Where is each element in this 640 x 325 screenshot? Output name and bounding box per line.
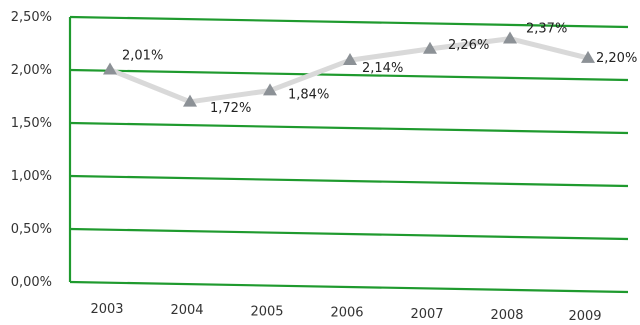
x-tick-label: 2005 — [250, 304, 283, 319]
grid-line — [69, 121, 629, 135]
x-tick-label: 2007 — [410, 307, 443, 322]
grid-line — [69, 227, 629, 241]
grid-line — [69, 68, 629, 82]
y-tick-label: 0,50% — [11, 222, 52, 237]
x-tick-label: 2009 — [568, 309, 601, 324]
x-axis-ticks: 2003 2004 2005 2006 2007 2008 2009 — [90, 302, 601, 324]
y-tick-label: 1,50% — [11, 116, 52, 131]
series-line — [107, 36, 591, 105]
x-tick-label: 2003 — [90, 302, 123, 317]
x-tick-label: 2008 — [490, 308, 523, 323]
data-label: 1,72% — [210, 101, 251, 116]
data-label: 1,84% — [288, 88, 329, 103]
data-point-marker — [581, 50, 595, 63]
y-tick-label: 2,50% — [11, 10, 52, 25]
grid-line — [69, 15, 629, 29]
data-point-marker — [503, 31, 517, 44]
x-tick-label: 2004 — [170, 303, 203, 318]
grid-line — [69, 280, 629, 294]
y-tick-label: 2,00% — [11, 63, 52, 78]
grid-lines — [68, 15, 629, 294]
y-axis-ticks: 0,00% 0,50% 1,00% 1,50% 2,00% 2,50% — [11, 10, 52, 290]
data-label: 2,14% — [362, 61, 403, 76]
data-point-marker — [343, 52, 357, 65]
data-label: 2,37% — [526, 22, 567, 37]
data-point-marker — [423, 41, 437, 54]
y-tick-label: 0,00% — [11, 275, 52, 290]
series-markers — [103, 31, 595, 107]
data-label: 2,26% — [448, 38, 489, 53]
data-point-marker — [103, 62, 117, 75]
data-label: 2,20% — [596, 51, 637, 66]
grid-line — [69, 174, 629, 188]
x-tick-label: 2006 — [330, 306, 363, 321]
data-labels: 2,01% 1,72% 1,84% 2,14% 2,26% 2,37% 2,20% — [122, 22, 637, 116]
data-point-marker — [263, 83, 277, 96]
series-polyline — [107, 36, 591, 105]
data-label: 2,01% — [122, 49, 163, 64]
y-tick-label: 1,00% — [11, 169, 52, 184]
data-point-marker — [183, 94, 197, 107]
